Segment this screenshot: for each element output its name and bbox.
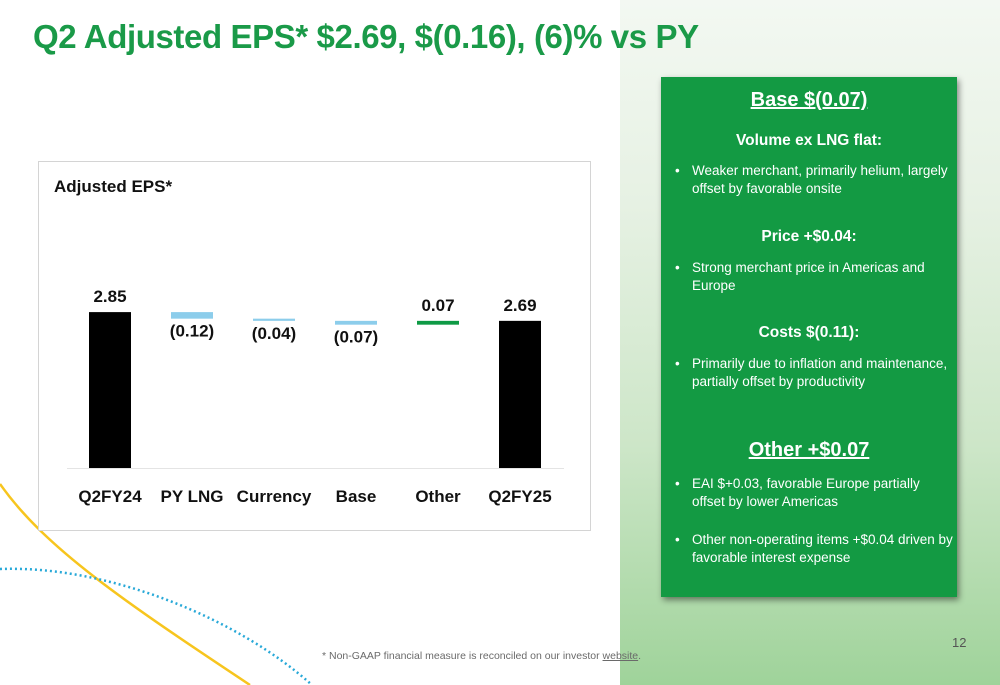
bar-base xyxy=(335,320,377,325)
investor-website-link[interactable]: website xyxy=(602,650,639,662)
list-item: Weaker merchant, primarily helium, large… xyxy=(675,162,953,198)
list-item: Other non-operating items +$0.04 driven … xyxy=(675,531,953,567)
tick-label: Base xyxy=(336,487,377,506)
footnote: * Non-GAAP financial measure is reconcil… xyxy=(322,650,641,662)
bullet-list-other: EAI $+0.03, favorable Europe partially o… xyxy=(675,475,953,587)
chart-title: Adjusted EPS* xyxy=(54,177,173,196)
decorative-swoosh xyxy=(0,483,313,685)
bar-currency xyxy=(253,318,295,321)
data-label: 0.07 xyxy=(421,296,454,315)
tick-label: PY LNG xyxy=(161,487,224,506)
data-label: 2.85 xyxy=(93,287,126,306)
page-number: 12 xyxy=(952,635,967,650)
blue-dotted-swoosh-line xyxy=(0,567,313,685)
footnote-text: * Non-GAAP financial measure is reconcil… xyxy=(322,650,603,662)
panel-subheading-price: Price +$0.04: xyxy=(761,228,857,245)
slide-title: Q2 Adjusted EPS* $2.69, $(0.16), (6)% vs… xyxy=(33,18,699,55)
bullet-list-costs: Primarily due to inflation and maintenan… xyxy=(675,355,953,411)
base-other-panel: Base $(0.07) Volume ex LNG flat: Weaker … xyxy=(661,77,957,597)
data-label: (0.04) xyxy=(252,324,296,343)
panel-heading-other: Other +$0.07 xyxy=(748,439,870,461)
panel-subheading-costs: Costs $(0.11): xyxy=(758,324,860,341)
footnote-suffix: . xyxy=(638,650,642,662)
eps-waterfall-chart: Adjusted EPS* 2.85 Q2FY24 (0.12) PY LNG (0.0… xyxy=(38,161,591,531)
tick-label: Q2FY24 xyxy=(78,487,142,506)
tick-label: Currency xyxy=(237,487,312,506)
list-item: Primarily due to inflation and maintenan… xyxy=(675,355,953,391)
bar-q2fy24 xyxy=(89,312,131,468)
tick-label: Q2FY25 xyxy=(488,487,551,506)
bar-py-lng xyxy=(171,312,213,319)
list-item: EAI $+0.03, favorable Europe partially o… xyxy=(675,475,953,511)
bar-other xyxy=(417,320,459,325)
data-label: (0.12) xyxy=(170,322,214,341)
bar-q2fy25 xyxy=(499,320,541,468)
tick-label: Other xyxy=(415,487,461,506)
panel-heading-base: Base $(0.07) xyxy=(750,89,868,111)
panel-subheading-volume: Volume ex LNG flat: xyxy=(735,132,883,149)
chart-plot: 2.85 Q2FY24 (0.12) PY LNG (0.04) Currency (0.0… xyxy=(67,287,564,506)
bullet-list-price: Strong merchant price in Americas and Eu… xyxy=(675,259,953,315)
bullet-list-volume: Weaker merchant, primarily helium, large… xyxy=(675,162,953,218)
list-item: Strong merchant price in Americas and Eu… xyxy=(675,259,953,295)
data-label: 2.69 xyxy=(503,296,536,315)
data-label: (0.07) xyxy=(334,328,378,347)
